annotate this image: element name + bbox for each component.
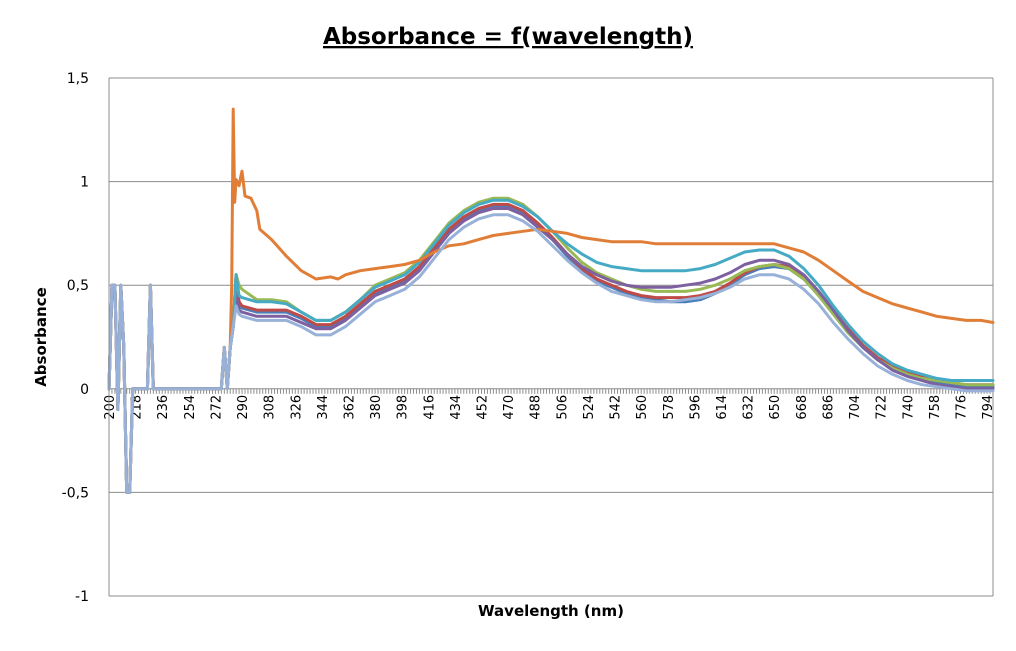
x-tick-label: 704 bbox=[848, 395, 863, 420]
x-tick-label: 254 bbox=[183, 395, 198, 420]
x-tick-label: 578 bbox=[662, 395, 677, 420]
series-line-6 bbox=[107, 107, 995, 494]
x-tick-label: 794 bbox=[981, 395, 996, 420]
x-tick-label: 200 bbox=[103, 395, 118, 420]
x-tick-label: 632 bbox=[742, 395, 757, 420]
y-axis-title: Absorbance bbox=[32, 287, 50, 387]
plot-series bbox=[107, 107, 995, 494]
y-tick-label: -0,5 bbox=[62, 485, 89, 501]
y-tick-label: 1 bbox=[80, 175, 89, 191]
x-tick-label: 308 bbox=[263, 395, 278, 420]
x-tick-label: 290 bbox=[236, 395, 251, 420]
x-tick-label: 776 bbox=[954, 395, 969, 420]
x-tick-label: 488 bbox=[529, 395, 544, 420]
x-tick-label: 452 bbox=[476, 395, 491, 420]
x-tick-label: 614 bbox=[715, 395, 730, 420]
y-tick-label: -1 bbox=[75, 589, 89, 605]
x-axis-title: Wavelength (nm) bbox=[478, 602, 624, 620]
y-tick-label: 1,5 bbox=[67, 71, 89, 87]
x-tick-label: 416 bbox=[422, 395, 437, 420]
x-tick-label: 434 bbox=[449, 395, 464, 420]
y-tick-label: 0,5 bbox=[67, 278, 89, 294]
x-tick-label: 236 bbox=[156, 395, 171, 420]
x-tick-label: 740 bbox=[901, 395, 916, 420]
x-tick-label: 326 bbox=[289, 395, 304, 420]
series-line-2 bbox=[107, 202, 995, 494]
x-tick-label: 686 bbox=[821, 395, 836, 420]
series-line-7 bbox=[107, 213, 995, 494]
x-tick-label: 362 bbox=[342, 395, 357, 420]
x-tick-label: 344 bbox=[316, 395, 331, 420]
x-tick-label: 722 bbox=[875, 395, 890, 420]
x-tick-label: 668 bbox=[795, 395, 810, 420]
x-tick-label: 596 bbox=[688, 395, 703, 420]
chart-title: Absorbance = f(wavelength) bbox=[323, 24, 693, 50]
y-tick-labels: 1,5 1 0,5 0 -0,5 -1 bbox=[62, 71, 89, 605]
x-tick-label: 380 bbox=[369, 395, 384, 420]
x-tick-label: 524 bbox=[582, 395, 597, 420]
y-tick-label: 0 bbox=[80, 382, 89, 398]
x-tick-label: 470 bbox=[502, 395, 517, 420]
x-tick-label: 398 bbox=[396, 395, 411, 420]
x-tick-label: 542 bbox=[609, 395, 624, 420]
x-tick-label: 650 bbox=[768, 395, 783, 420]
x-tick-labels: 200 218 236 254 272 290 308 326 344 362 380 398 416 4… bbox=[103, 388, 996, 420]
x-tick-label: 758 bbox=[928, 395, 943, 420]
x-tick-label: 506 bbox=[555, 395, 570, 420]
x-tick-label: 560 bbox=[635, 395, 650, 420]
x-tick-label: 272 bbox=[209, 395, 224, 420]
